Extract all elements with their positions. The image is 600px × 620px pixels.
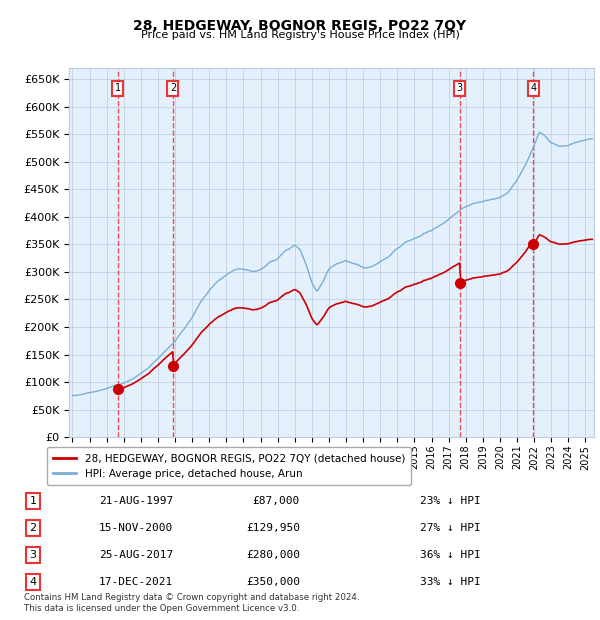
Text: 3: 3 [29, 550, 37, 560]
Text: 27% ↓ HPI: 27% ↓ HPI [420, 523, 481, 533]
Text: Contains HM Land Registry data © Crown copyright and database right 2024.
This d: Contains HM Land Registry data © Crown c… [24, 593, 359, 613]
Text: 23% ↓ HPI: 23% ↓ HPI [420, 496, 481, 506]
Text: £87,000: £87,000 [253, 496, 300, 506]
Text: £129,950: £129,950 [246, 523, 300, 533]
Text: 33% ↓ HPI: 33% ↓ HPI [420, 577, 481, 587]
Text: 4: 4 [530, 84, 536, 94]
Text: 4: 4 [29, 577, 37, 587]
Text: 2: 2 [170, 84, 176, 94]
Text: Price paid vs. HM Land Registry's House Price Index (HPI): Price paid vs. HM Land Registry's House … [140, 30, 460, 40]
Text: 17-DEC-2021: 17-DEC-2021 [99, 577, 173, 587]
Text: £350,000: £350,000 [246, 577, 300, 587]
Text: 1: 1 [115, 84, 121, 94]
Text: 25-AUG-2017: 25-AUG-2017 [99, 550, 173, 560]
Text: 36% ↓ HPI: 36% ↓ HPI [420, 550, 481, 560]
Text: 2: 2 [29, 523, 37, 533]
Text: 28, HEDGEWAY, BOGNOR REGIS, PO22 7QY: 28, HEDGEWAY, BOGNOR REGIS, PO22 7QY [133, 19, 467, 33]
Text: 3: 3 [457, 84, 463, 94]
Text: £280,000: £280,000 [246, 550, 300, 560]
Text: 15-NOV-2000: 15-NOV-2000 [99, 523, 173, 533]
Text: 21-AUG-1997: 21-AUG-1997 [99, 496, 173, 506]
Bar [69, 68, 594, 437]
Text: 1: 1 [29, 496, 37, 506]
Legend: 28, HEDGEWAY, BOGNOR REGIS, PO22 7QY (detached house), HPI: Average price, detac: 28, HEDGEWAY, BOGNOR REGIS, PO22 7QY (de… [47, 447, 412, 485]
